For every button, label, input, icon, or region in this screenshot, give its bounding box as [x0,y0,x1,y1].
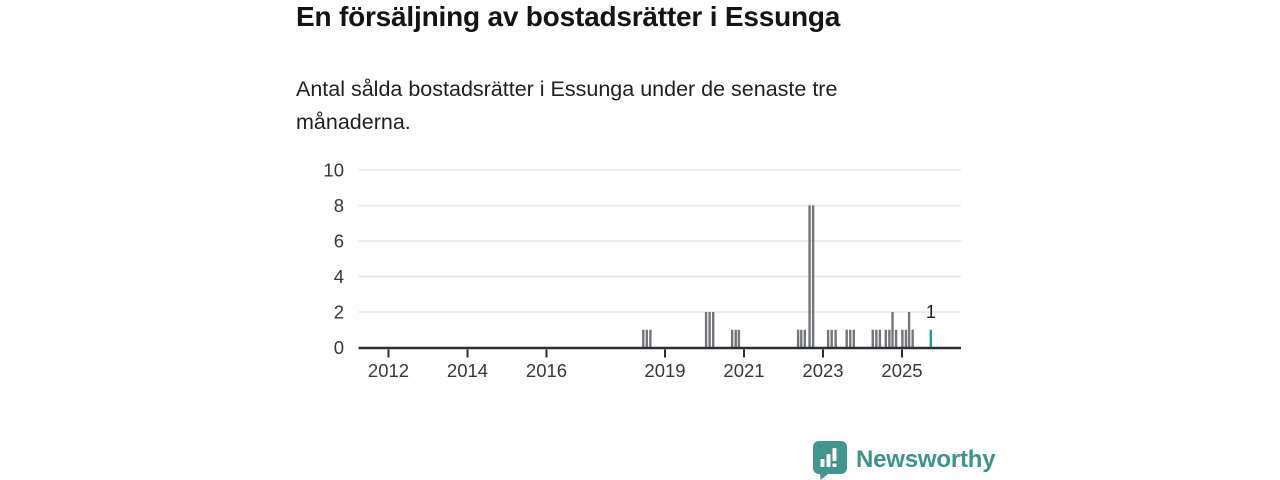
bar [708,312,711,348]
bar [645,329,649,348]
x-tick-label: 2021 [723,360,764,381]
bar [871,329,874,348]
bar-value-label: 1 [926,302,936,322]
y-tick-label: 10 [323,160,344,181]
chart-subtitle-line-2: månaderna. [296,110,411,134]
bar [845,329,848,348]
x-tick-label: 2016 [526,360,567,381]
bar [849,329,852,348]
bar [642,329,645,348]
bar [907,312,911,348]
x-tick-label: 2012 [368,360,409,381]
bar [734,329,737,348]
bar [796,329,800,348]
chart-subtitle: Antal sålda bostadsrätter i Essunga unde… [296,73,996,139]
bar [800,329,803,348]
bar [811,205,815,348]
chart-subtitle-line-1: Antal sålda bostadsrätter i Essunga unde… [296,77,838,101]
x-tick-label: 2014 [447,360,488,381]
bar [808,205,811,348]
bar [834,329,837,348]
bar [888,329,891,348]
bar [803,329,807,348]
y-tick-label: 4 [334,266,344,287]
y-tick-label: 0 [334,337,344,358]
bar [737,329,741,348]
bar [904,329,908,348]
bar [875,329,878,348]
x-tick-label: 2023 [802,360,843,381]
page-title: En försäljning av bostadsrätter i Essung… [296,1,841,32]
bar [711,312,715,348]
bar [649,329,652,348]
branding-footer: Newsworthy [812,440,996,480]
newsworthy-logo-icon [813,441,847,480]
bar [730,329,734,348]
bar [891,312,894,348]
bar [901,329,904,348]
x-tick-label: 2019 [644,360,685,381]
bar [894,329,898,348]
branding-name: Newsworthy [856,446,996,473]
y-tick-label: 8 [334,195,344,216]
bar [830,329,833,348]
bar [878,329,882,348]
bar [704,312,708,348]
bar [911,329,914,348]
x-tick-label: 2025 [881,360,922,381]
bar [884,329,888,348]
highlight-bar [929,329,933,348]
bar [852,329,856,348]
y-tick-label: 2 [334,302,344,323]
bar [826,329,830,348]
y-tick-label: 6 [334,231,344,252]
